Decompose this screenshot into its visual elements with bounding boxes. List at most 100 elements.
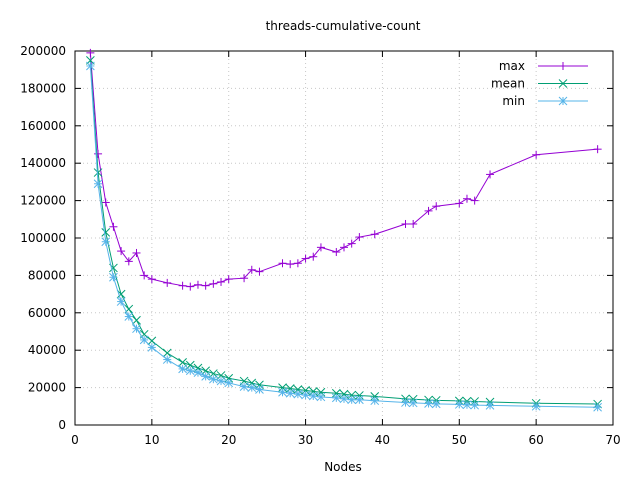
data-point-mean [93, 168, 103, 177]
data-point-max [163, 278, 172, 287]
data-point-min [485, 401, 495, 410]
data-point-min [424, 399, 433, 408]
chart-title: threads-cumulative-count [266, 19, 421, 33]
data-point-max [340, 243, 348, 252]
data-point-max [247, 265, 256, 274]
data-point-min [531, 401, 541, 411]
data-point-max [532, 150, 541, 159]
data-point-max [455, 199, 464, 208]
data-point-min [370, 396, 380, 406]
data-point-min [247, 383, 257, 392]
legend-label-min: min [502, 94, 525, 108]
x-tick-label: 40 [375, 433, 390, 447]
data-point-max [309, 252, 318, 261]
data-point-min [301, 390, 310, 400]
legend: max mean min [491, 59, 588, 108]
data-point-mean [178, 358, 187, 367]
x-tick-label: 50 [452, 433, 467, 447]
data-point-min [185, 366, 195, 376]
data-point-min [208, 374, 218, 384]
y-tick-label: 0 [58, 418, 66, 432]
data-point-max [193, 280, 202, 289]
data-point-min [139, 335, 149, 345]
data-point-max [224, 275, 233, 284]
x-tick-label: 60 [529, 433, 544, 447]
y-tick-label: 140000 [20, 156, 66, 170]
x-tick-label: 30 [298, 433, 313, 447]
data-point-min [93, 179, 103, 189]
data-point-min [124, 312, 134, 321]
y-tick-label: 200000 [20, 44, 66, 58]
data-point-max [593, 145, 602, 154]
data-point-max [462, 194, 471, 203]
data-point-min [109, 272, 118, 282]
data-point-min [193, 368, 203, 377]
y-tick-label: 100000 [20, 231, 66, 245]
legend-marker-min [558, 96, 568, 106]
data-point-max [186, 282, 195, 291]
legend-label-max: max [499, 59, 525, 73]
data-point-max [255, 267, 264, 276]
data-point-min [308, 391, 318, 401]
data-point-min [347, 395, 357, 405]
data-point-max [332, 248, 341, 257]
data-point-min [101, 237, 111, 247]
x-tick-label: 10 [144, 433, 159, 447]
data-point-min [201, 372, 211, 381]
data-point-max [424, 206, 433, 215]
data-point-max [94, 149, 103, 158]
y-tick-label: 60000 [28, 306, 66, 320]
data-point-max [286, 260, 295, 269]
data-point-min [147, 343, 157, 352]
series-mean [86, 55, 602, 409]
x-tick-label: 0 [71, 433, 79, 447]
data-point-max [432, 202, 441, 211]
plot-frame [74, 50, 614, 426]
data-point-min [86, 61, 95, 71]
series-max [86, 48, 602, 291]
data-series [86, 48, 602, 412]
data-point-max [140, 271, 149, 280]
data-point-max [101, 198, 110, 207]
series-line-min [89, 65, 598, 408]
data-point-min [255, 385, 264, 394]
data-point-max [217, 277, 226, 286]
y-tick-label: 40000 [28, 343, 66, 357]
data-point-min [116, 297, 126, 306]
data-point-min [408, 398, 418, 408]
data-point-min [470, 400, 480, 410]
data-point-max [147, 275, 156, 284]
legend-marker-mean [558, 79, 568, 88]
data-point-max [201, 281, 210, 290]
y-tick-label: 180000 [20, 81, 66, 95]
data-point-min [216, 376, 226, 386]
data-point-max [401, 219, 410, 228]
data-point-mean [147, 336, 157, 346]
x-tick-label: 70 [605, 433, 620, 447]
data-point-max [132, 248, 141, 257]
axes: 0 20000 40000 60000 80000 100000 120000 140000 1… [20, 44, 620, 447]
data-point-min [331, 393, 341, 403]
data-point-max [124, 257, 133, 266]
data-point-mean [355, 391, 364, 400]
data-point-max [109, 222, 118, 231]
data-point-mean [116, 289, 126, 299]
data-point-max [355, 233, 364, 242]
data-point-max [486, 170, 495, 179]
data-point-min [285, 388, 295, 398]
data-point-max [117, 247, 126, 256]
data-point-min [355, 395, 364, 405]
data-point-mean [162, 348, 172, 358]
data-point-max [86, 48, 95, 57]
series-min [86, 61, 602, 412]
grid-lines [75, 51, 613, 425]
data-point-min [339, 394, 349, 404]
legend-marker-max [559, 62, 567, 70]
data-point-max [178, 281, 187, 290]
data-point-max [409, 219, 418, 228]
data-point-min [316, 392, 326, 402]
data-point-max [293, 259, 302, 268]
data-point-min [278, 387, 287, 397]
data-point-min [239, 382, 249, 392]
